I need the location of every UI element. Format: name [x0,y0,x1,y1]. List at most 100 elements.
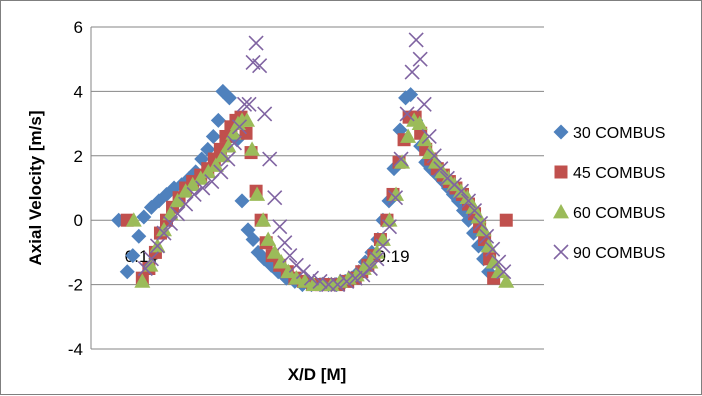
data-point [213,164,229,180]
x-axis-title: X/D [M] [288,365,347,384]
data-point [312,273,328,289]
y-tick-labels: -4 -2 0 2 4 6 [68,18,83,359]
data-point [485,241,501,257]
data-point [496,264,512,280]
data-point [404,64,420,80]
data-point [330,277,346,293]
data-point [339,273,355,289]
data-point [231,119,248,135]
data-point [143,251,159,267]
axes [90,27,544,349]
data-point [369,251,385,267]
legend-label: 60 COMBUS [573,205,665,222]
data-point [295,264,311,280]
data-point [220,151,236,167]
y-axis-title: Axial Velocity [m/s] [26,111,45,266]
data-point [249,186,266,201]
data-point [184,176,201,192]
data-point [162,215,179,231]
data-point [453,183,470,199]
data-point [426,148,442,164]
data-point [205,128,221,144]
data-point [244,141,261,156]
data-point [303,270,320,286]
data-point [460,193,477,209]
data-point [169,192,186,208]
x-tick-label: 0.19 [376,247,409,266]
data-point [125,212,142,227]
data-point [475,221,492,237]
data-point [499,213,513,227]
data-point [186,186,202,203]
legend: 30 COMBUS 45 COMBUS 60 COMBUS 90 COMBUS [553,124,665,262]
legend-marker [553,244,569,260]
legend-label: 30 COMBUS [573,125,665,142]
gridlines [91,26,544,350]
legend-label: 90 COMBUS [573,245,665,262]
data-point [136,209,152,225]
data-points [111,32,515,293]
data-point [195,180,211,196]
data-point [473,215,489,231]
data-point [403,87,419,103]
legend-marker [553,204,569,219]
data-point [421,128,437,145]
data-point [412,51,428,67]
data-point [221,90,237,106]
data-point [272,219,288,235]
data-point [170,206,186,222]
data-point [388,186,405,201]
data-point [470,208,487,224]
data-point [266,244,283,259]
data-point [466,202,483,219]
data-point [252,58,268,74]
data-point [257,106,273,122]
data-point [262,151,278,167]
data-point [387,190,404,206]
data-point [236,96,253,112]
data-point [282,248,298,264]
y-tick-label: 2 [74,147,83,166]
data-point [416,96,432,112]
legend-marker [553,124,569,140]
data-point [131,228,147,244]
data-point [245,232,261,248]
data-point [288,270,305,285]
data-point [400,128,417,143]
y-tick-label: 0 [74,211,83,230]
data-point [399,106,415,122]
data-point [362,260,378,277]
data-point [125,248,141,264]
y-tick-label: 4 [74,82,83,101]
data-point [280,263,297,279]
data-point [479,228,495,244]
data-point [156,225,172,241]
y-tick-label: -2 [68,276,83,295]
legend-label: 45 COMBUS [573,165,665,182]
data-point [411,115,428,130]
legend-marker [554,165,568,179]
data-point [234,193,250,209]
data-point [137,260,153,277]
data-point [498,273,515,288]
data-point [347,270,363,286]
data-point [134,273,151,288]
data-point [241,96,257,112]
data-point [226,135,243,151]
data-point [375,238,391,254]
data-point [248,35,264,51]
data-point [393,151,409,167]
data-point [433,161,449,177]
data-point [207,157,224,172]
data-point [381,219,398,235]
data-point [416,131,433,147]
data-point [220,138,237,153]
data-point [273,254,290,269]
data-point [260,231,277,246]
data-point [119,264,135,280]
y-tick-label: -4 [68,340,83,359]
data-point [149,238,166,254]
y-tick-label: 6 [74,18,83,37]
